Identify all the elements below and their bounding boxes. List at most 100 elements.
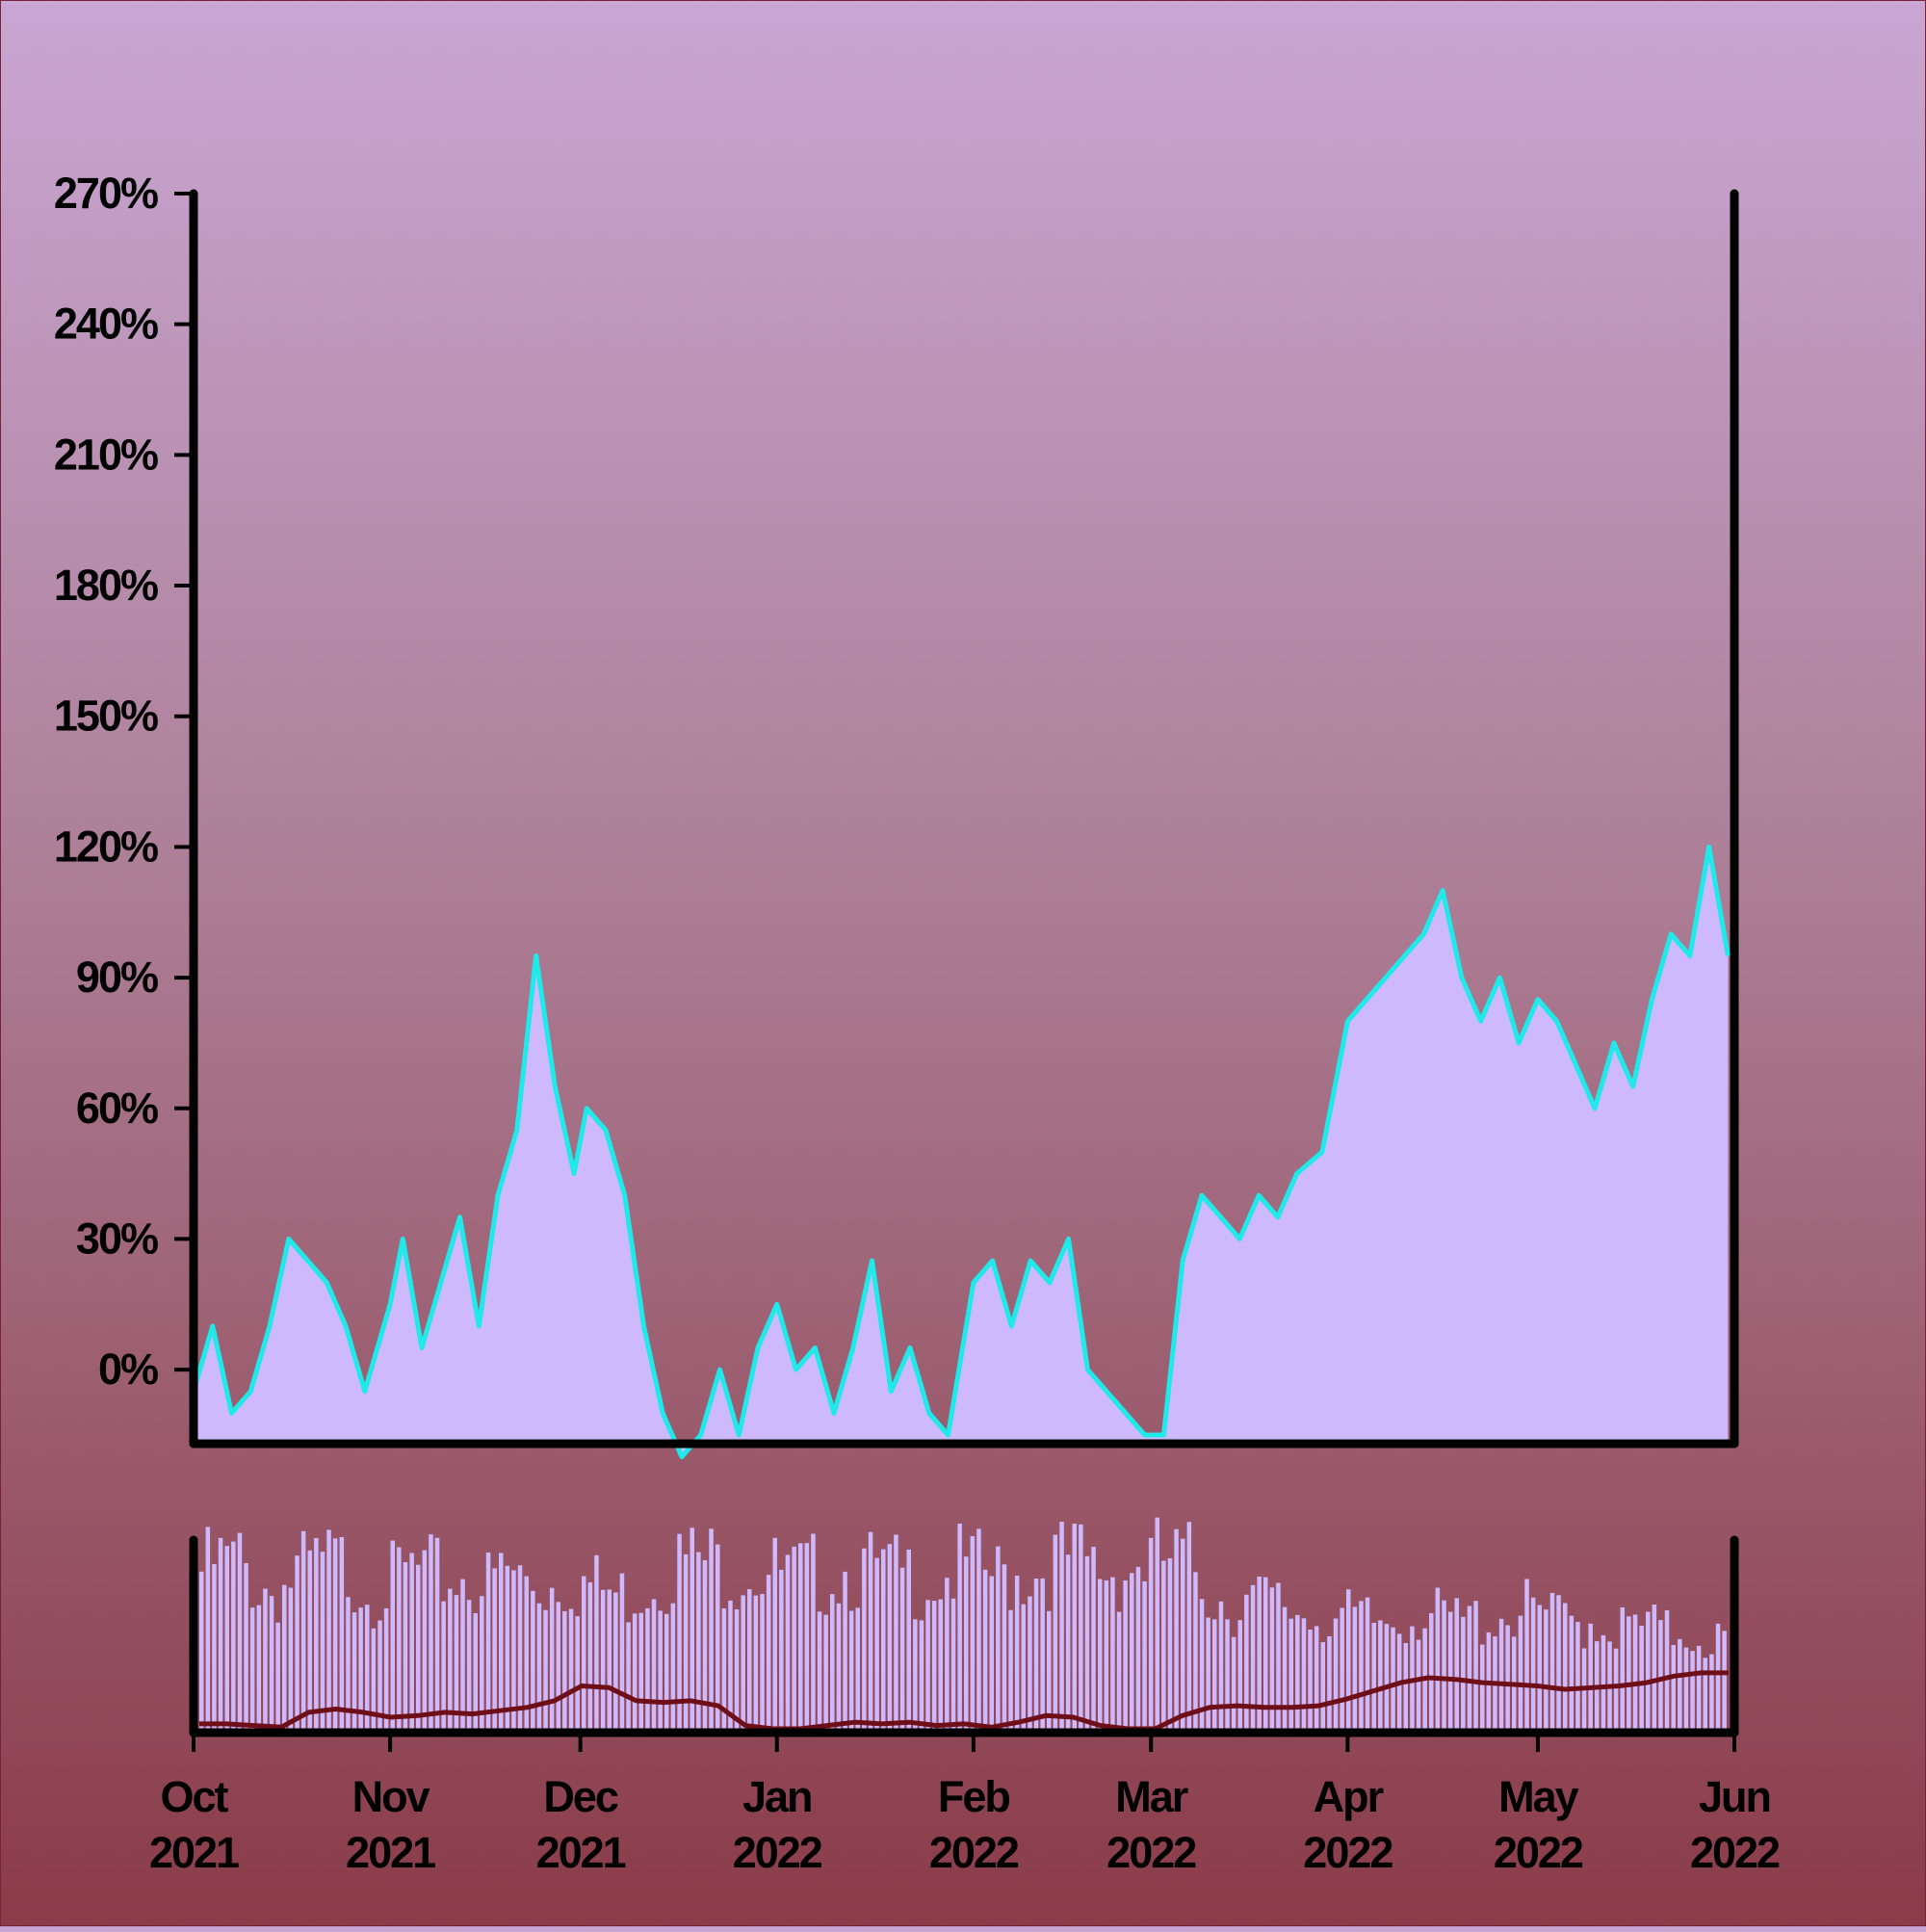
volume-bar-87 [753,1595,759,1733]
volume-bar-123 [982,1569,988,1733]
volume-bar-118 [950,1598,956,1733]
x-tick-label-month-1: Nov [352,1772,430,1821]
volume-bar-232 [1678,1638,1682,1733]
volume-bar-49 [511,1570,516,1733]
volume-bar-81 [716,1544,720,1733]
volume-bar-172 [1295,1614,1300,1733]
volume-bar-21 [332,1538,338,1733]
volume-bar-120 [964,1556,969,1733]
volume-bar-105 [868,1531,873,1733]
volume-bar-77 [690,1527,694,1733]
volume-bar-59 [575,1616,580,1733]
volume-bar-134 [1053,1534,1058,1733]
volume-bar-177 [1327,1636,1332,1733]
x-tick-label-year-1: 2021 [346,1828,435,1877]
volume-bar-107 [881,1549,886,1733]
volume-bar-179 [1340,1607,1344,1733]
volume-bar-220 [1601,1634,1606,1733]
volume-bar-200 [1473,1601,1478,1733]
volume-bar-99 [830,1594,835,1733]
volume-bar-55 [549,1587,555,1733]
volume-bar-224 [1627,1616,1631,1733]
volume-bar-211 [1544,1609,1549,1733]
volume-bar-30 [390,1540,395,1733]
volume-bar-92 [785,1554,791,1733]
volume-bar-65 [613,1592,618,1733]
volume-bar-51 [524,1576,529,1733]
volume-bar-116 [938,1599,943,1733]
volume-bar-56 [556,1602,560,1733]
volume-bar-227 [1646,1611,1651,1733]
volume-bar-143 [1110,1577,1115,1733]
volume-bar-62 [594,1554,599,1733]
volume-bar-15 [295,1555,299,1733]
series-area-fill [194,847,1729,1457]
volume-bar-129 [1021,1604,1026,1733]
volume-bar-125 [996,1546,1001,1733]
volume-bar-106 [874,1557,879,1733]
volume-bar-61 [587,1581,593,1733]
volume-bar-127 [1008,1609,1013,1733]
volume-bar-184 [1371,1623,1376,1733]
volume-bar-44 [480,1596,484,1733]
volume-bar-226 [1639,1625,1644,1733]
volume-bar-31 [397,1547,402,1733]
volume-bar-239 [1722,1631,1727,1733]
volume-bar-10 [263,1588,268,1733]
x-tick-label-month-4: Feb [938,1772,1010,1821]
volume-bar-153 [1174,1528,1179,1733]
volume-bar-207 [1518,1615,1523,1733]
volume-bar-124 [989,1576,994,1733]
x-tick-label-month-7: May [1498,1772,1579,1821]
volume-bar-18 [314,1538,319,1733]
x-tick-label-year-4: 2022 [929,1828,1019,1877]
volume-bar-175 [1314,1626,1319,1733]
volume-bar-173 [1301,1618,1307,1733]
series-line [191,844,1731,1460]
volume-bar-185 [1378,1620,1383,1733]
volume-bar-43 [473,1613,478,1733]
volume-bar-24 [351,1612,357,1733]
volume-bar-201 [1480,1644,1485,1733]
x-tick-label-month-8: Jun [1699,1772,1770,1821]
volume-bar-48 [505,1565,510,1733]
volume-bar-103 [855,1607,860,1733]
volume-bar-33 [409,1553,414,1733]
volume-bar-160 [1218,1601,1224,1733]
volume-bar-176 [1320,1642,1325,1733]
volume-bar-193 [1429,1613,1434,1733]
volume-bar-141 [1098,1579,1103,1733]
y-tick-label-6: 180% [54,561,158,610]
main-chart-panel: 0% 30% 60% 90% 120% 150% 180% 210% 240% 270% [54,169,1739,1460]
volume-bar-209 [1530,1597,1536,1733]
volume-bar-26 [365,1605,370,1733]
volume-bar-170 [1282,1606,1288,1733]
volume-bar-156 [1193,1572,1198,1733]
volume-bar-4 [224,1546,229,1733]
volume-bar-182 [1359,1601,1364,1733]
volume-bar-168 [1269,1587,1275,1733]
volume-bar-204 [1498,1618,1504,1733]
x-tick-label-month-6: Apr [1314,1772,1384,1821]
volume-bar-157 [1199,1599,1205,1733]
volume-bar-166 [1257,1577,1262,1733]
y-tick-label-8: 240% [54,300,158,349]
volume-bar-210 [1537,1605,1542,1733]
volume-bar-104 [862,1548,867,1733]
volume-bar-161 [1225,1619,1230,1733]
volume-bar-20 [326,1529,331,1733]
volume-bar-89 [766,1575,771,1733]
volume-bar-79 [702,1559,708,1733]
volume-bar-138 [1079,1524,1083,1733]
x-tick-label-year-7: 2022 [1494,1828,1583,1877]
volume-bar-186 [1384,1624,1390,1733]
volume-bar-98 [823,1614,828,1733]
volume-bar-57 [562,1610,567,1733]
volume-bar-148 [1142,1580,1147,1733]
volume-bar-154 [1181,1538,1185,1733]
volume-bar-3 [218,1537,223,1733]
volume-bar-152 [1167,1558,1173,1733]
volume-bar-1 [205,1527,211,1733]
volume-bar-23 [346,1597,351,1733]
